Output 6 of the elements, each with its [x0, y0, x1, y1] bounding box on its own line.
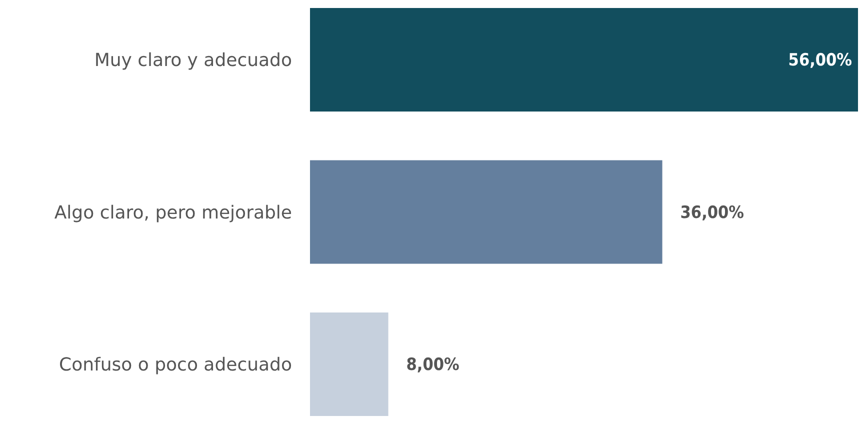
y-tick-label: Muy claro y adecuado [94, 50, 292, 72]
y-tick-label: Algo claro, pero mejorable [54, 202, 292, 224]
y-tick-label: Confuso o poco adecuado [59, 354, 292, 376]
data-label: 36,00% [680, 202, 744, 223]
data-label: 8,00% [406, 355, 460, 376]
data-label: 56,00% [788, 50, 852, 71]
